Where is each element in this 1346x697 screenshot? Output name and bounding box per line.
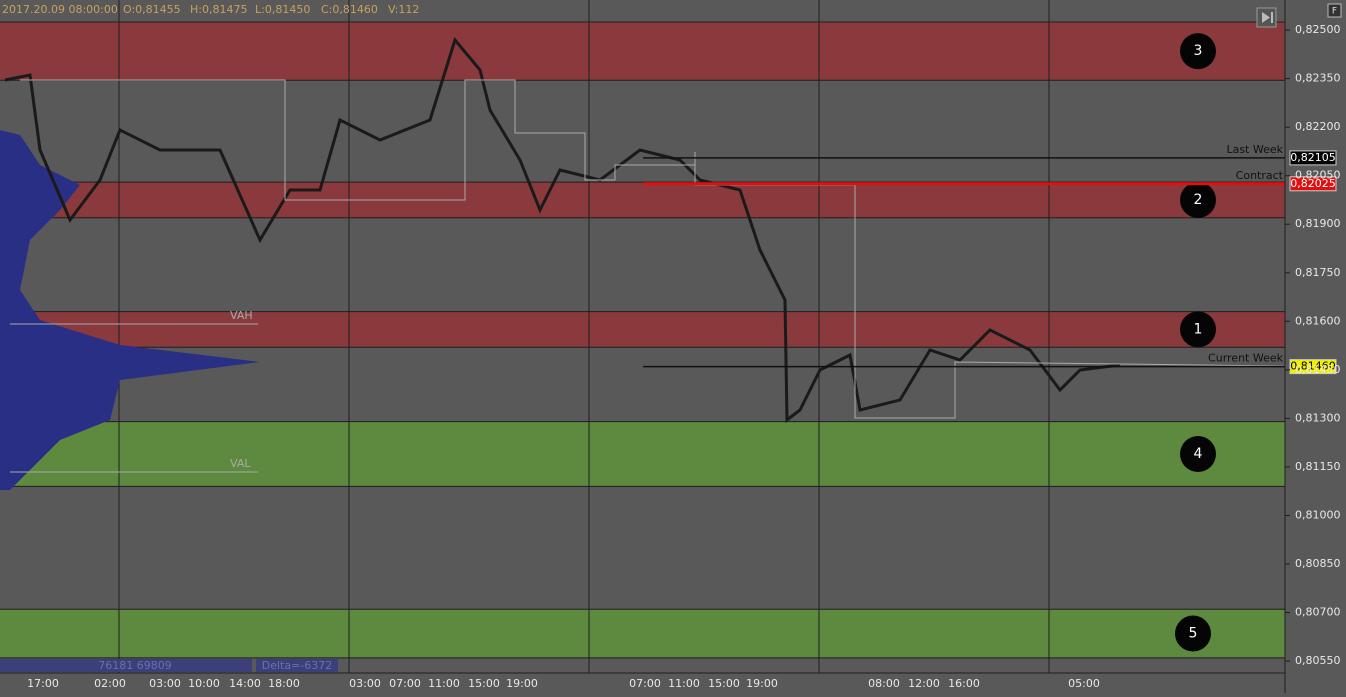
time-label: 08:00 <box>868 677 900 690</box>
time-label: 14:00 <box>229 677 261 690</box>
price-tick-label: 0,81900 <box>1295 217 1341 230</box>
header: 2017.20.09 08:00:00 O:0,81455 H:0,81475 … <box>2 3 419 16</box>
time-label: 05:00 <box>1068 677 1100 690</box>
level-price: 0,81460 <box>1290 360 1336 373</box>
price-trace <box>4 36 1121 424</box>
header-low: L:0,81450 <box>255 3 310 16</box>
level-price-box <box>1289 150 1337 166</box>
price-tick-label: 0,81150 <box>1295 460 1341 473</box>
zone-number: 2 <box>1194 192 1203 208</box>
price-tick-label: 0,81600 <box>1295 314 1341 327</box>
zone <box>0 609 1285 658</box>
level-name: Current Week <box>1208 352 1284 365</box>
weekly-range <box>20 79 1286 419</box>
zone-number: 1 <box>1194 321 1203 337</box>
zone <box>0 311 1285 348</box>
time-label: 10:00 <box>188 677 220 690</box>
header-open: O:0,81455 <box>123 3 181 16</box>
volume-profile <box>0 130 260 490</box>
level-price-box <box>1289 176 1337 192</box>
header-high: H:0,81475 <box>190 3 247 16</box>
time-label: 11:00 <box>428 677 460 690</box>
time-label: 03:00 <box>149 677 181 690</box>
header-date: 2017.20.09 08:00:00 <box>2 3 118 16</box>
price-tick-label: 0,82500 <box>1295 23 1341 36</box>
level-price-box <box>1289 359 1337 375</box>
price-tick-label: 0,80700 <box>1295 606 1341 619</box>
price-tick-label: 0,82050 <box>1295 169 1341 182</box>
footer-volume-box <box>0 659 252 672</box>
time-label: 12:00 <box>908 677 940 690</box>
level-price: 0,82025 <box>1290 177 1336 190</box>
price-tick-label: 0,82350 <box>1295 72 1341 85</box>
zone <box>0 182 1285 218</box>
zone-badge <box>1180 311 1216 348</box>
level-price: 0,82105 <box>1290 151 1336 164</box>
time-label: 17:00 <box>27 677 59 690</box>
zone-badge <box>1180 181 1216 218</box>
f-button[interactable] <box>1327 3 1342 18</box>
price-tick-label: 0,80850 <box>1295 557 1341 570</box>
level-name: Last Week <box>1226 143 1283 156</box>
time-label: 15:00 <box>468 677 500 690</box>
price-tick-label: 0,82200 <box>1295 120 1341 133</box>
price-tick-label: 0,81000 <box>1295 508 1341 521</box>
zone-badge <box>1175 615 1211 652</box>
zone-number: 5 <box>1189 626 1198 642</box>
zone-number: 3 <box>1194 43 1203 59</box>
scroll-end-icon <box>1262 12 1273 23</box>
footer-volume: 76181 69809 <box>98 659 171 672</box>
price-tick-label: 0,81450 <box>1295 363 1341 376</box>
footer-delta-box <box>256 659 338 672</box>
time-label: 02:00 <box>94 677 126 690</box>
header-close: C:0,81460 <box>321 3 378 16</box>
time-label: 16:00 <box>948 677 980 690</box>
header-volume: V:112 <box>388 3 419 16</box>
zone <box>0 421 1285 487</box>
zone-badge <box>1180 33 1216 70</box>
price-tick-label: 0,80550 <box>1295 654 1341 667</box>
zone-badge <box>1180 435 1216 472</box>
price-tick-label: 0,81750 <box>1295 266 1341 279</box>
f-button-label: F <box>1332 7 1337 17</box>
time-label: 07:00 <box>389 677 421 690</box>
val-label: VAL <box>230 457 251 470</box>
time-label: 19:00 <box>506 677 538 690</box>
time-label: 03:00 <box>349 677 381 690</box>
time-label: 11:00 <box>668 677 700 690</box>
time-label: 18:00 <box>268 677 300 690</box>
vah-label: VAH <box>230 309 253 322</box>
time-label: 15:00 <box>708 677 740 690</box>
time-label: 19:00 <box>746 677 778 690</box>
time-label: 07:00 <box>629 677 661 690</box>
footer-delta: Delta=-6372 <box>262 659 333 672</box>
vertical-grid <box>118 0 1050 673</box>
zone <box>0 22 1285 81</box>
level-name: Contract <box>1236 169 1284 182</box>
zone-number: 4 <box>1194 446 1203 462</box>
price-tick-label: 0,81300 <box>1295 411 1341 424</box>
